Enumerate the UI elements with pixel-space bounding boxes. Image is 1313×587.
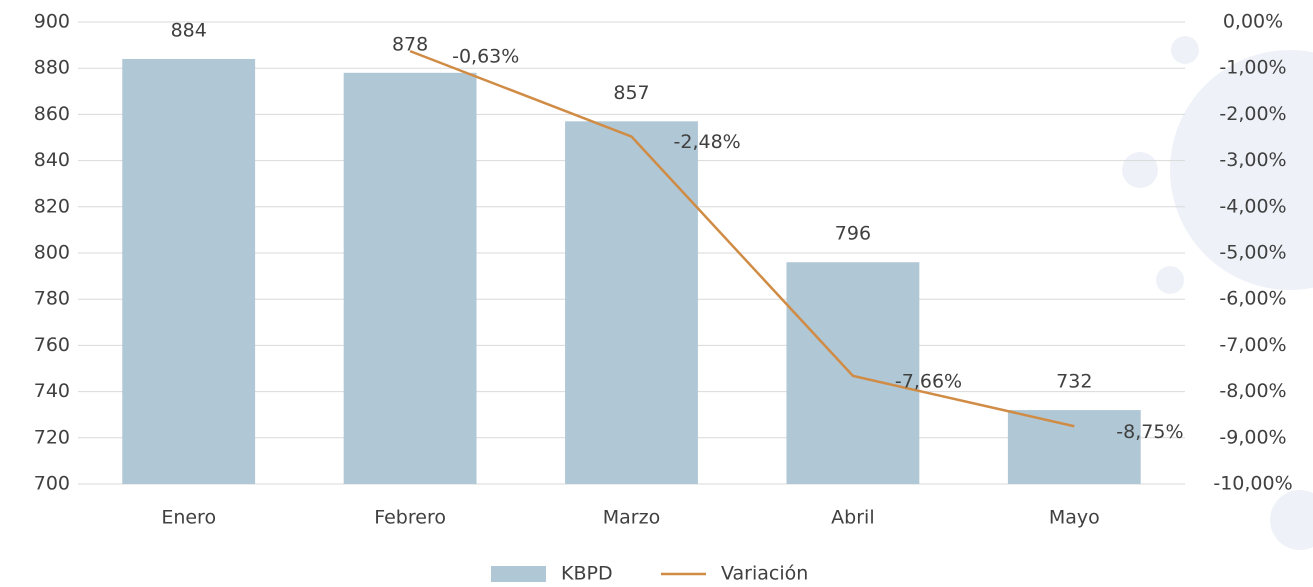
decoration bbox=[1122, 36, 1313, 550]
y-tick-label: 760 bbox=[34, 334, 70, 356]
bar-value-label: 732 bbox=[1056, 371, 1092, 393]
bar-value-label: 857 bbox=[613, 82, 649, 104]
x-tick-label: Enero bbox=[161, 507, 216, 529]
y-tick-label: 860 bbox=[34, 103, 70, 125]
y2-tick-label: -4,00% bbox=[1219, 195, 1286, 217]
x-tick-label: Abril bbox=[831, 507, 874, 529]
bar bbox=[122, 58, 256, 485]
y-tick-label: 700 bbox=[34, 473, 70, 495]
bar bbox=[343, 72, 477, 484]
x-tick-label: Mayo bbox=[1049, 507, 1100, 529]
legend-swatch bbox=[491, 566, 546, 582]
y-tick-label: 840 bbox=[34, 149, 70, 171]
line-value-label: -0,63% bbox=[452, 46, 519, 68]
y2-tick-label: -3,00% bbox=[1219, 149, 1286, 171]
y2-tick-label: -9,00% bbox=[1219, 426, 1286, 448]
y-tick-label: 820 bbox=[34, 195, 70, 217]
bar bbox=[786, 262, 920, 484]
y2-tick-label: -1,00% bbox=[1219, 57, 1286, 79]
legend-label: KBPD bbox=[561, 563, 613, 585]
bar-value-label: 796 bbox=[835, 223, 871, 245]
y2-tick-label: -5,00% bbox=[1219, 242, 1286, 264]
y-tick-label: 900 bbox=[34, 11, 70, 33]
y-tick-label: 800 bbox=[34, 242, 70, 264]
line-value-label: -8,75% bbox=[1116, 421, 1183, 443]
y2-tick-label: 0,00% bbox=[1223, 11, 1283, 33]
y-tick-label: 880 bbox=[34, 57, 70, 79]
bar-value-label: 878 bbox=[392, 33, 428, 55]
line-value-label: -7,66% bbox=[895, 370, 962, 392]
x-tick-label: Febrero bbox=[374, 507, 446, 529]
line-value-label: -2,48% bbox=[674, 131, 741, 153]
y2-tick-label: -8,00% bbox=[1219, 380, 1286, 402]
y2-tick-label: -2,00% bbox=[1219, 103, 1286, 125]
bar-value-label: 884 bbox=[171, 19, 207, 41]
bar bbox=[1007, 410, 1141, 484]
legend-label: Variación bbox=[721, 563, 808, 585]
y-tick-label: 720 bbox=[34, 426, 70, 448]
y2-tick-label: -7,00% bbox=[1219, 334, 1286, 356]
y-tick-label: 780 bbox=[34, 288, 70, 310]
y2-tick-label: -6,00% bbox=[1219, 288, 1286, 310]
y-tick-label: 740 bbox=[34, 380, 70, 402]
bar bbox=[565, 121, 698, 484]
line bbox=[409, 49, 1075, 428]
y2-tick-label: -10,00% bbox=[1213, 473, 1292, 495]
x-tick-label: Marzo bbox=[603, 507, 660, 529]
